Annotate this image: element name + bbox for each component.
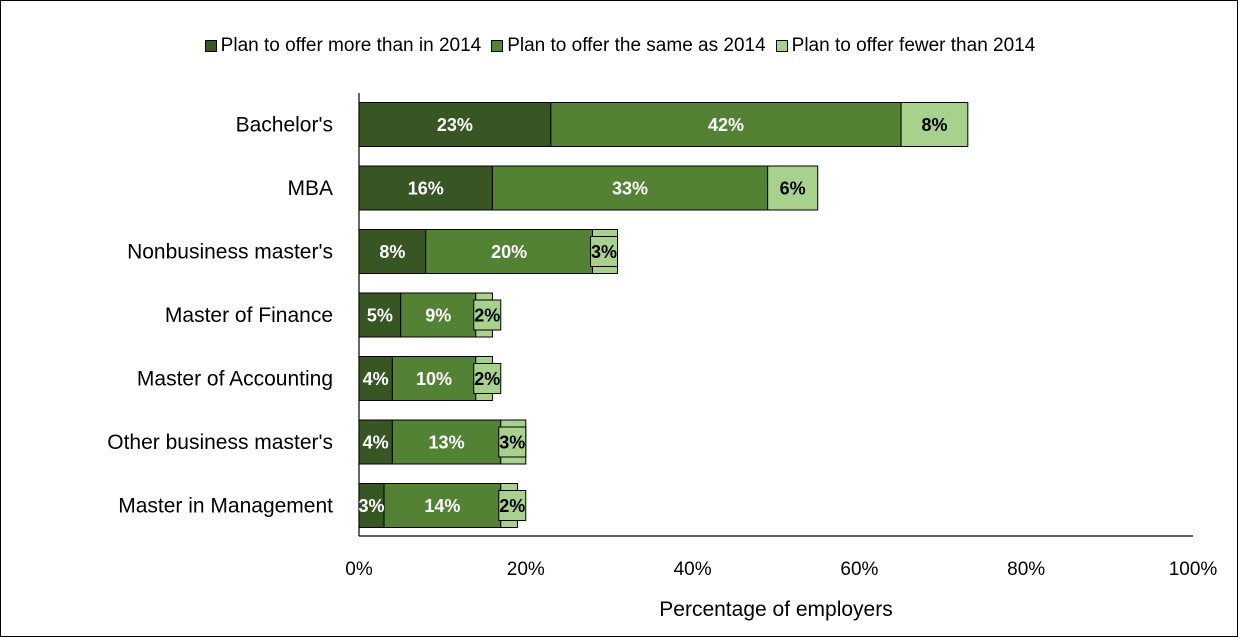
data-label: 23% xyxy=(437,115,473,135)
data-label-box xyxy=(473,363,502,394)
data-label: 33% xyxy=(612,179,648,199)
data-label: 13% xyxy=(429,433,465,453)
data-label: 2% xyxy=(499,496,525,516)
bar-nonbusiness-master-s-series-1 xyxy=(358,229,427,274)
legend-label: Plan to offer fewer than 2014 xyxy=(791,35,1036,56)
bar-master-of-finance-series-2 xyxy=(400,292,477,338)
category-label: Master in Management xyxy=(118,495,333,518)
bar-master-of-accounting-series-1 xyxy=(358,356,393,401)
bar-bachelor-s-series-2 xyxy=(550,102,902,147)
data-label: 5% xyxy=(367,306,393,326)
legend-item: Plan to offer the same as 2014 xyxy=(491,35,766,57)
legend-swatch xyxy=(491,40,504,52)
data-label: 14% xyxy=(424,496,460,516)
bar-bachelor-s-series-1 xyxy=(358,102,552,147)
data-label: 3% xyxy=(359,496,385,516)
data-label: 16% xyxy=(408,179,444,199)
x-tick-label: 0% xyxy=(345,559,373,580)
data-label: 6% xyxy=(780,179,806,199)
data-label: 8% xyxy=(379,242,405,262)
category-label: Master of Finance xyxy=(165,304,333,327)
data-label-box xyxy=(498,490,527,521)
data-label: 4% xyxy=(363,433,389,453)
data-label: 3% xyxy=(499,433,525,453)
bar-other-business-master-s-series-2 xyxy=(391,419,502,465)
data-label: 20% xyxy=(491,242,527,262)
category-label: Master of Accounting xyxy=(137,368,333,391)
bar-mba-series-2 xyxy=(491,165,769,211)
category-label: Other business master's xyxy=(107,431,333,454)
data-label-box xyxy=(473,299,502,331)
data-label: 2% xyxy=(474,369,500,389)
data-label: 4% xyxy=(363,369,389,389)
legend-label: Plan to offer the same as 2014 xyxy=(507,35,766,56)
data-label: 10% xyxy=(416,369,452,389)
legend-swatch xyxy=(775,40,788,52)
data-label: 42% xyxy=(708,115,744,135)
bar-nonbusiness-master-s-series-2 xyxy=(425,229,594,274)
x-tick-label: 40% xyxy=(674,559,712,580)
x-tick-label: 100% xyxy=(1169,559,1218,580)
legend: Plan to offer more than in 2014 Plan to o… xyxy=(1,35,1238,57)
data-label: 9% xyxy=(425,306,451,326)
category-label: Bachelor's xyxy=(236,114,333,137)
bar-master-of-accounting-series-2 xyxy=(391,356,477,401)
bar-mba-series-1 xyxy=(358,165,493,211)
legend-item: Plan to offer more than in 2014 xyxy=(204,35,482,57)
data-label: 3% xyxy=(591,242,617,262)
data-label-box xyxy=(498,426,527,458)
bar-master-of-finance-series-1 xyxy=(358,292,402,338)
data-label: 2% xyxy=(474,306,500,326)
x-tick-label: 20% xyxy=(507,559,545,580)
category-label: Nonbusiness master's xyxy=(127,241,333,264)
bar-master-in-management-series-2 xyxy=(383,483,502,528)
bar-mba-series-3 xyxy=(767,165,819,211)
legend-item: Plan to offer fewer than 2014 xyxy=(775,35,1036,57)
legend-label: Plan to offer more than in 2014 xyxy=(220,35,482,56)
x-axis-title: Percentage of employers xyxy=(659,598,892,621)
data-label: 8% xyxy=(921,115,947,135)
bar-bachelor-s-series-3 xyxy=(900,102,969,147)
data-label-box xyxy=(590,236,619,267)
legend-swatch xyxy=(204,40,217,52)
x-tick-label: 80% xyxy=(1007,559,1045,580)
category-label: MBA xyxy=(287,177,333,200)
x-tick-label: 60% xyxy=(840,559,878,580)
